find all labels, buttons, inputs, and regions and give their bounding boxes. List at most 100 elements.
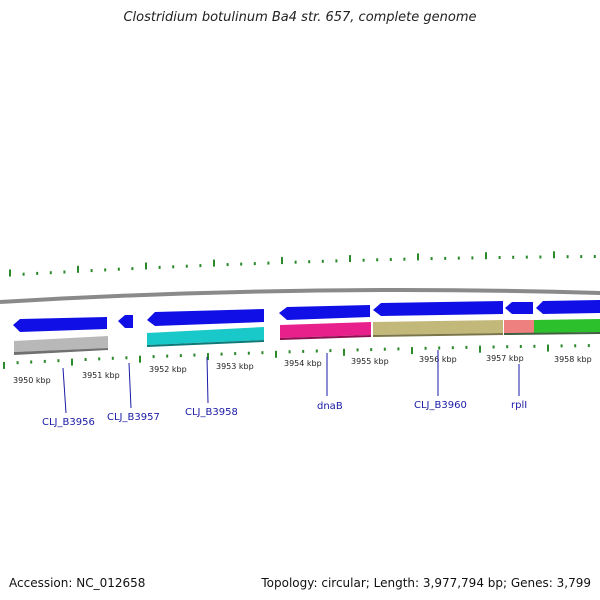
lower-tick <box>560 344 563 348</box>
gene-bar-g6[interactable] <box>504 320 534 333</box>
lower-tick <box>139 355 141 363</box>
lower-tick <box>152 355 155 359</box>
upper-tick <box>117 267 120 271</box>
cds-arrow-2[interactable] <box>118 315 133 328</box>
accession-text: Accession: NC_012658 <box>9 576 146 590</box>
upper-tick <box>498 256 501 259</box>
lower-tick <box>343 348 345 356</box>
gene-label-g6[interactable]: rplI <box>511 400 527 411</box>
cds-arrow-7[interactable] <box>536 300 600 314</box>
lower-tick <box>356 348 359 352</box>
upper-tick <box>267 261 270 265</box>
lower-tick <box>98 357 101 361</box>
gene-bar-g3[interactable] <box>147 327 264 345</box>
cds-arrow-1[interactable] <box>13 317 107 332</box>
lower-tick <box>547 344 549 352</box>
upper-tick <box>253 262 256 266</box>
lower-tick <box>275 350 277 358</box>
upper-tick <box>580 255 583 259</box>
kbp-label: 3957 kbp <box>486 354 524 363</box>
upper-tick <box>553 251 555 259</box>
upper-tick <box>158 265 161 269</box>
lower-tick <box>193 353 196 357</box>
gene-label-g1[interactable]: CLJ_B3956 <box>42 417 95 428</box>
cds-arrow-3[interactable] <box>147 309 264 326</box>
lower-tick <box>207 353 209 361</box>
cds-arrow-4[interactable] <box>279 305 370 320</box>
lower-tick <box>465 345 468 349</box>
upper-tick <box>49 271 52 275</box>
upper-tick <box>281 257 283 265</box>
lower-tick <box>234 352 237 356</box>
map-title: Clostridium botulinum Ba4 str. 657, comp… <box>123 10 477 25</box>
gene-label-g3[interactable]: CLJ_B3958 <box>185 407 238 418</box>
upper-tick <box>403 257 406 261</box>
lower-tick <box>220 352 223 356</box>
lower-tick-track <box>3 344 590 369</box>
upper-tick <box>131 267 134 271</box>
upper-tick <box>77 265 79 273</box>
genome-summary-text: Topology: circular; Length: 3,977,794 bp… <box>261 576 591 590</box>
kbp-label: 3952 kbp <box>149 365 187 374</box>
upper-tick <box>104 268 107 272</box>
kbp-label: 3951 kbp <box>82 371 120 380</box>
gene-bar-g5[interactable] <box>373 320 503 335</box>
upper-tick <box>457 256 460 260</box>
lower-tick <box>3 361 5 369</box>
cds-arrow-5[interactable] <box>373 301 503 316</box>
upper-tick <box>471 256 474 260</box>
kbp-label: 3958 kbp <box>554 355 592 364</box>
lower-tick <box>451 346 454 350</box>
lower-tick <box>302 349 305 353</box>
upper-tick <box>525 255 528 259</box>
gene-bar-g1[interactable] <box>14 336 108 352</box>
upper-tick <box>539 255 542 259</box>
lower-tick <box>506 345 509 349</box>
upper-tick <box>9 269 11 277</box>
lower-tick <box>247 351 250 355</box>
upper-tick <box>226 263 229 267</box>
upper-tick <box>213 259 215 267</box>
gene-bar-g4[interactable] <box>280 322 371 338</box>
upper-tick <box>36 271 39 275</box>
upper-tick <box>90 269 93 273</box>
upper-tick <box>444 256 447 260</box>
kbp-label: 3955 kbp <box>351 357 389 366</box>
upper-tick <box>485 252 487 260</box>
lower-tick <box>71 358 73 366</box>
gene-labels: CLJ_B3956 CLJ_B3957 CLJ_B3958 dnaB CLJ_B… <box>42 400 527 428</box>
lower-tick <box>479 345 481 353</box>
kbp-label: 3950 kbp <box>13 376 51 385</box>
upper-tick <box>199 264 202 268</box>
upper-tick <box>145 262 147 270</box>
lower-tick <box>411 347 413 355</box>
lower-tick <box>370 348 373 352</box>
gene-bar-g7[interactable] <box>534 319 600 333</box>
upper-tick <box>593 255 596 258</box>
gene-label-g4[interactable]: dnaB <box>317 401 343 412</box>
lower-tick <box>57 359 60 363</box>
lower-tick <box>288 350 291 354</box>
lower-tick <box>397 347 400 351</box>
gene-label-g5[interactable]: CLJ_B3960 <box>414 400 467 411</box>
gene-class-track <box>14 319 600 355</box>
upper-tick <box>294 260 297 264</box>
lower-tick <box>43 359 46 363</box>
kbp-label: 3954 kbp <box>284 359 322 368</box>
lower-tick <box>424 346 427 350</box>
lower-tick <box>166 354 169 358</box>
lower-tick <box>315 349 318 353</box>
gene-label-leaders <box>62 350 520 414</box>
upper-tick-track <box>9 251 596 277</box>
gene-label-g2[interactable]: CLJ_B3957 <box>107 412 160 423</box>
lower-tick <box>84 358 87 361</box>
upper-tick <box>389 258 392 261</box>
lower-tick <box>492 345 495 349</box>
lower-tick <box>533 344 536 348</box>
cds-arrow-6[interactable] <box>505 302 533 314</box>
lower-tick <box>16 361 19 365</box>
upper-tick <box>362 258 365 262</box>
upper-tick <box>430 257 433 261</box>
